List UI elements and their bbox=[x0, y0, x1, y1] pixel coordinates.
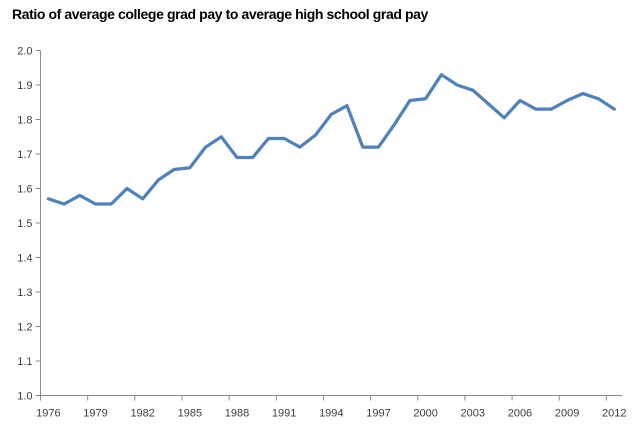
x-tick-label: 1988 bbox=[225, 408, 249, 420]
y-tick-label: 1.0 bbox=[17, 391, 32, 403]
x-tick-label: 2009 bbox=[555, 408, 579, 420]
x-tick-label: 2000 bbox=[413, 408, 437, 420]
y-tick-label: 1.2 bbox=[17, 322, 32, 334]
chart-title: Ratio of average college grad pay to ave… bbox=[12, 6, 428, 22]
x-tick-label: 2003 bbox=[461, 408, 485, 420]
y-tick-label: 1.4 bbox=[17, 253, 32, 265]
x-tick-label: 1997 bbox=[366, 408, 390, 420]
y-tick-label: 1.8 bbox=[17, 115, 32, 127]
y-tick-label: 1.3 bbox=[17, 287, 32, 299]
x-tick-label: 1985 bbox=[178, 408, 202, 420]
y-tick-label: 1.1 bbox=[17, 356, 32, 368]
x-tick-label: 1982 bbox=[130, 408, 154, 420]
y-tick-label: 1.5 bbox=[17, 218, 32, 230]
y-tick-label: 1.7 bbox=[17, 149, 32, 161]
y-tick-label: 1.9 bbox=[17, 80, 32, 92]
x-tick-label: 1976 bbox=[36, 408, 60, 420]
x-tick-label: 1979 bbox=[83, 408, 107, 420]
x-tick-label: 2012 bbox=[602, 408, 626, 420]
y-tick-label: 1.6 bbox=[17, 184, 32, 196]
data-series-line bbox=[46, 73, 616, 206]
x-tick-label: 1991 bbox=[272, 408, 296, 420]
y-tick-label: 2.0 bbox=[17, 46, 32, 58]
x-tick-label: 2006 bbox=[508, 408, 532, 420]
x-tick-label: 1994 bbox=[319, 408, 343, 420]
